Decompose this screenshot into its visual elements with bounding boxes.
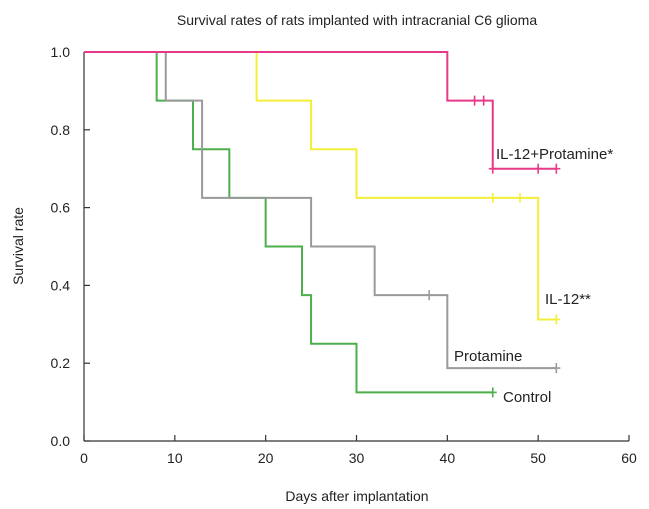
x-tick-label: 20 bbox=[258, 450, 274, 466]
y-tick-label: 0.0 bbox=[51, 433, 71, 449]
survival-curve-protamine bbox=[84, 51, 557, 370]
x-tick-label: 10 bbox=[167, 450, 183, 466]
x-tick-label: 60 bbox=[621, 450, 637, 466]
series-label-il-12: IL-12** bbox=[545, 291, 591, 308]
y-tick-label: 0.8 bbox=[51, 122, 71, 138]
x-axis-label: Days after implantation bbox=[285, 488, 428, 504]
y-tick-label: 0.4 bbox=[51, 277, 71, 293]
y-tick-label: 1.0 bbox=[51, 44, 71, 60]
x-tick-label: 40 bbox=[440, 450, 456, 466]
axes: 0 10 20 30 40 50 60 0.0 0.2 0.4 0.6 0.8 1.0 bbox=[51, 44, 637, 466]
chart-title: Survival rates of rats implanted with in… bbox=[177, 12, 537, 28]
survival-curve-il-12 bbox=[84, 51, 557, 321]
series-layer: Control Protamine IL-12** IL-12+Protamine* bbox=[84, 51, 613, 406]
series-il-12-protamine: IL-12+Protamine* bbox=[84, 51, 613, 174]
survival-curve-il-12-protamine bbox=[84, 51, 557, 170]
y-tick-label: 0.6 bbox=[51, 200, 71, 216]
x-tick-label: 0 bbox=[80, 450, 88, 466]
series-label-il-12-protamine: IL-12+Protamine* bbox=[496, 146, 613, 163]
survival-curve-control bbox=[84, 51, 493, 394]
x-tick-label: 50 bbox=[530, 450, 546, 466]
series-il-12: IL-12** bbox=[84, 51, 591, 325]
series-label-control: Control bbox=[503, 389, 551, 406]
series-label-protamine: Protamine bbox=[454, 348, 522, 365]
x-tick-label: 30 bbox=[349, 450, 365, 466]
y-axis-label: Survival rate bbox=[10, 207, 26, 285]
y-tick-label: 0.2 bbox=[51, 355, 71, 371]
